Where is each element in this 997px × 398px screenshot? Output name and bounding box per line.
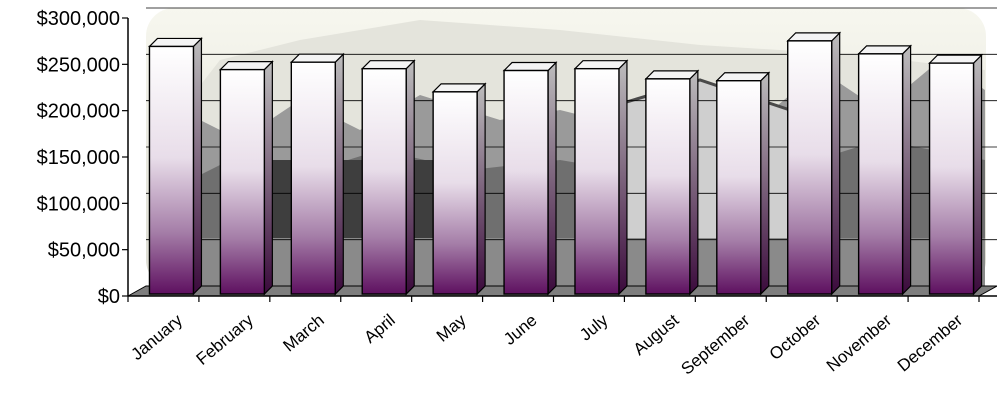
x-axis: January February March April May June July Augu… [127,296,980,379]
bar-january [148,36,203,296]
bar-top [289,53,345,63]
bar-august [644,69,700,296]
bar-front [574,67,620,295]
bar-september [715,71,771,296]
bar-november [857,44,913,296]
bar-side [760,71,770,296]
x-tick-label: November [823,310,896,375]
x-tick-label: October [766,310,825,364]
bar-side [831,31,841,296]
bar-side [476,82,486,296]
bar-top [573,60,629,70]
x-tick-label: May [433,310,470,346]
bar-february [218,60,274,296]
bar-top [218,60,274,71]
bar-side [618,59,628,296]
bar-side [263,60,273,296]
bars [148,31,983,296]
bar-april [360,59,416,296]
bar-front [645,78,691,295]
bar-side [405,59,415,296]
bar-front [716,80,762,295]
x-tick-label: June [500,311,540,349]
bar-october [786,31,842,296]
gridlines [146,7,997,241]
bar-top [644,70,700,80]
bar-may [431,82,487,296]
y-tick-label: $200,000 [37,101,120,123]
bar-front [219,68,266,295]
x-tick-label: February [193,310,258,369]
bar-front [148,45,195,295]
bar-front [503,69,549,295]
bar-side [689,69,699,296]
bar-top [715,72,771,82]
bar-top [857,45,913,55]
bar-side [192,36,203,296]
y-tick-label: $250,000 [37,54,120,76]
bar-front [361,67,407,295]
bar-side [902,44,912,296]
bar-top [431,83,487,93]
y-tick-label: $150,000 [37,147,120,169]
bar-front [290,61,336,295]
x-tick-label: March [279,311,327,356]
bar-march [289,52,345,296]
bar-front [787,40,833,295]
bar-top [502,61,558,72]
y-tick-label: $300,000 [37,8,120,30]
bar-side [547,61,557,296]
bar-top [786,32,842,42]
x-tick-label: December [894,310,967,375]
bar-front [928,62,975,295]
bar-front [432,91,478,295]
bar-top [928,54,983,64]
x-tick-label: January [127,310,186,364]
y-tick-label: $100,000 [37,193,120,215]
bar-june [502,61,558,296]
bar-top [148,37,203,48]
y-axis: $0 $50,000 $100,000 $150,000 $200,000 $250,00… [37,8,128,308]
bar-december [928,53,983,296]
x-tick-label: September [677,310,753,378]
y-tick-label: $0 [98,286,120,308]
y-tick-label: $50,000 [48,240,120,262]
x-tick-label: July [576,310,612,344]
bar-july [573,59,629,296]
bar-front [857,53,904,295]
bar-top [360,60,416,70]
bar-side [972,53,983,296]
x-tick-label: April [361,311,399,347]
background-photo [146,8,986,288]
x-tick-label: August [630,310,683,359]
bar-side [334,52,344,296]
